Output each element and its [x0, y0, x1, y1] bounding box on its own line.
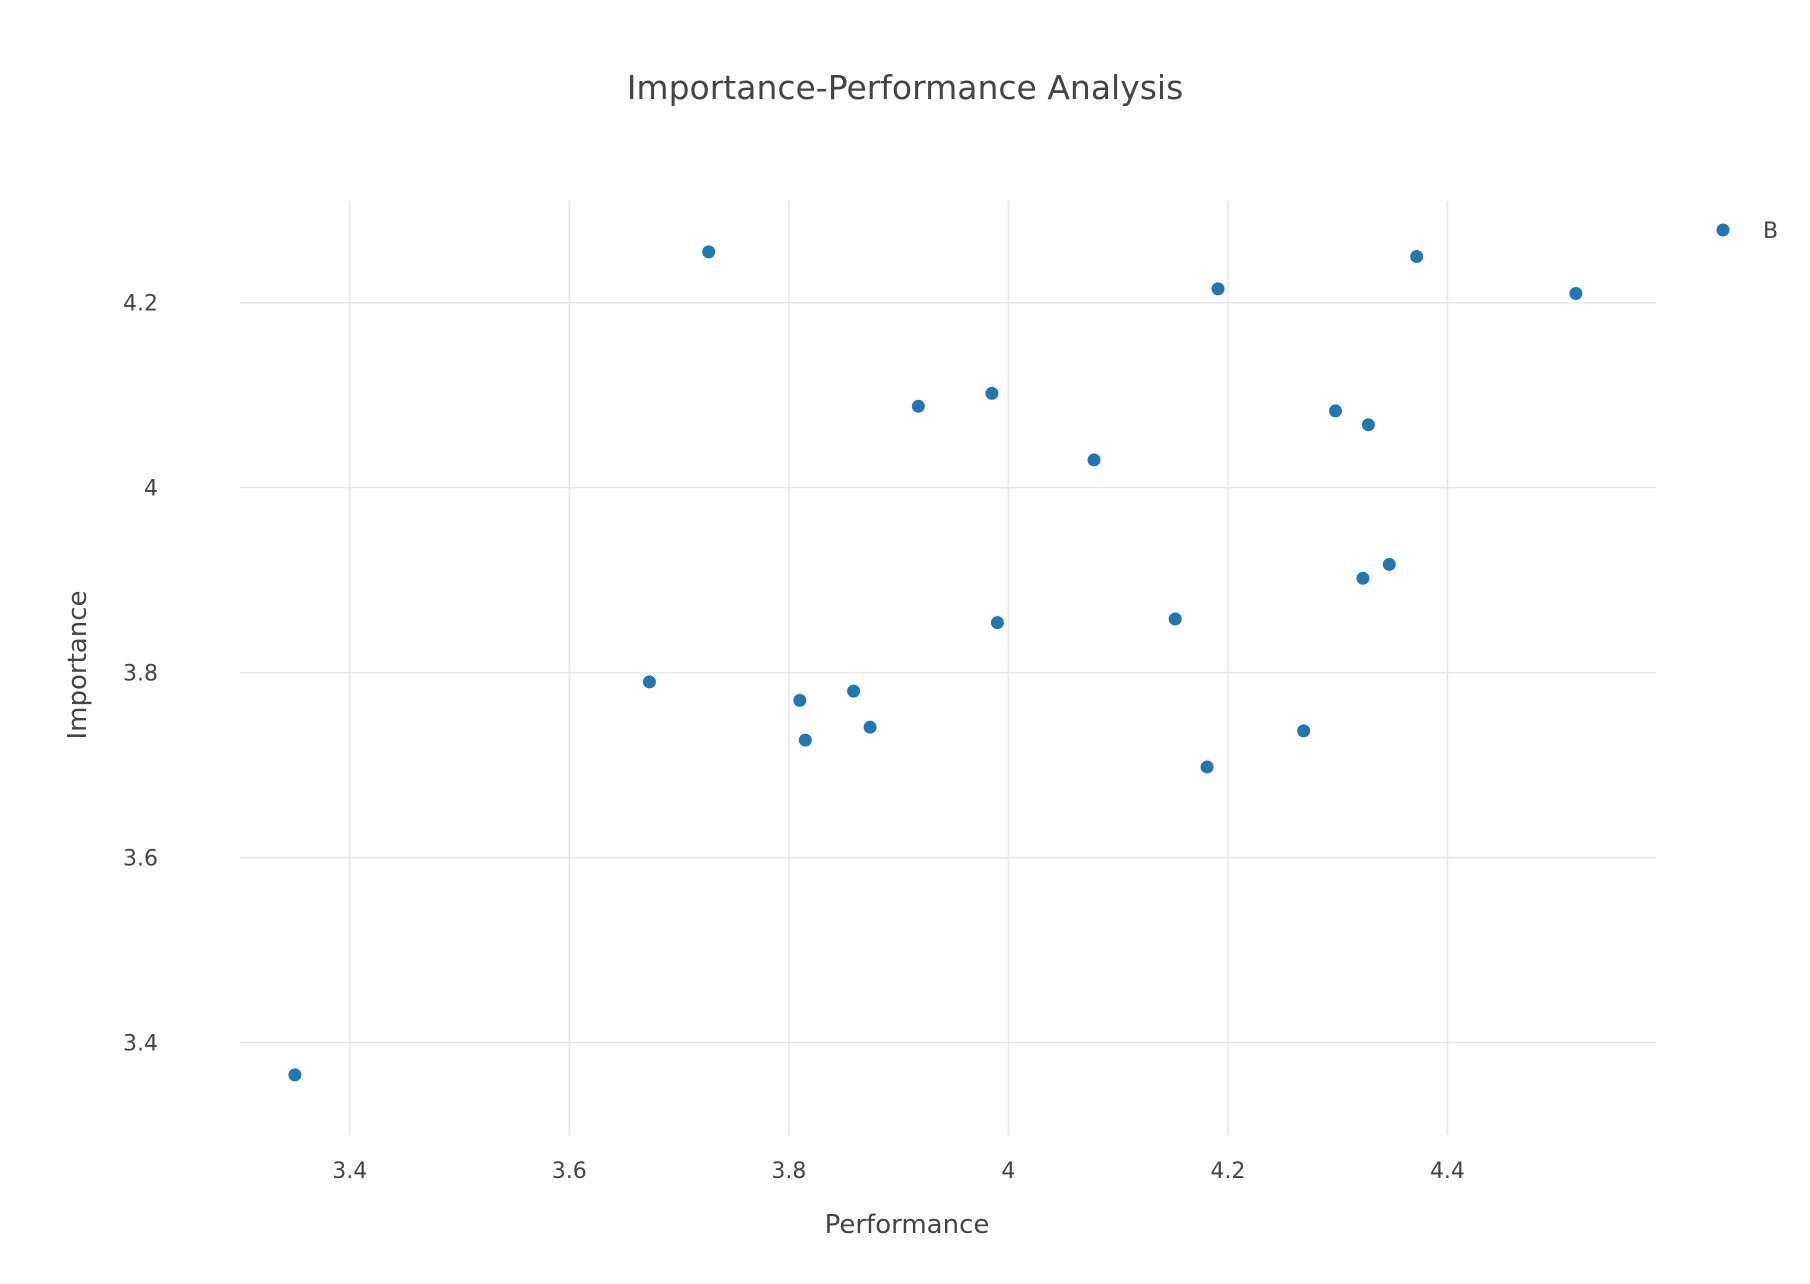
- data-point[interactable]: [1211, 282, 1225, 296]
- legend-label-b[interactable]: B: [1763, 219, 1778, 244]
- data-point[interactable]: [1569, 286, 1583, 300]
- x-tick-label: 3.8: [771, 1159, 806, 1184]
- data-point[interactable]: [1297, 724, 1311, 738]
- data-point[interactable]: [1361, 418, 1375, 432]
- x-tick-label: 4: [1001, 1159, 1015, 1184]
- data-point[interactable]: [847, 684, 861, 698]
- data-point[interactable]: [1382, 557, 1396, 571]
- y-tick-label: 4.2: [123, 292, 158, 317]
- y-tick-label: 3.8: [123, 662, 158, 687]
- data-point[interactable]: [288, 1068, 302, 1082]
- x-tick-label: 4.2: [1210, 1159, 1245, 1184]
- data-point[interactable]: [1356, 571, 1370, 585]
- x-axis-ticks: 3.4 3.6 3.8 4 4.2 4.4: [332, 1159, 1465, 1184]
- data-points[interactable]: [288, 245, 1583, 1082]
- legend[interactable]: B: [1716, 219, 1779, 244]
- y-tick-label: 4: [144, 477, 158, 502]
- x-tick-label: 4.4: [1430, 1159, 1465, 1184]
- data-point[interactable]: [1410, 249, 1424, 263]
- y-tick-label: 3.4: [123, 1032, 158, 1057]
- data-point[interactable]: [863, 720, 877, 734]
- x-axis-title: Performance: [825, 1210, 990, 1240]
- data-point[interactable]: [793, 693, 807, 707]
- x-tick-label: 3.6: [552, 1159, 587, 1184]
- y-tick-label: 3.6: [123, 847, 158, 872]
- data-point[interactable]: [911, 399, 925, 413]
- data-point[interactable]: [798, 733, 812, 747]
- y-axis-title: Importance: [63, 591, 93, 740]
- data-point[interactable]: [990, 616, 1004, 630]
- data-point[interactable]: [1328, 404, 1342, 418]
- y-axis-ticks: 3.4 3.6 3.8 4 4.2: [123, 292, 158, 1057]
- chart-title: Importance-Performance Analysis: [627, 68, 1184, 107]
- data-point[interactable]: [1200, 760, 1214, 774]
- data-point[interactable]: [702, 245, 716, 259]
- grid-lines: [240, 201, 1656, 1135]
- x-tick-label: 3.4: [332, 1159, 367, 1184]
- data-point[interactable]: [1168, 612, 1182, 626]
- data-point[interactable]: [1087, 453, 1101, 467]
- legend-marker-b[interactable]: [1716, 223, 1730, 237]
- data-point[interactable]: [985, 386, 999, 400]
- data-point[interactable]: [642, 675, 656, 689]
